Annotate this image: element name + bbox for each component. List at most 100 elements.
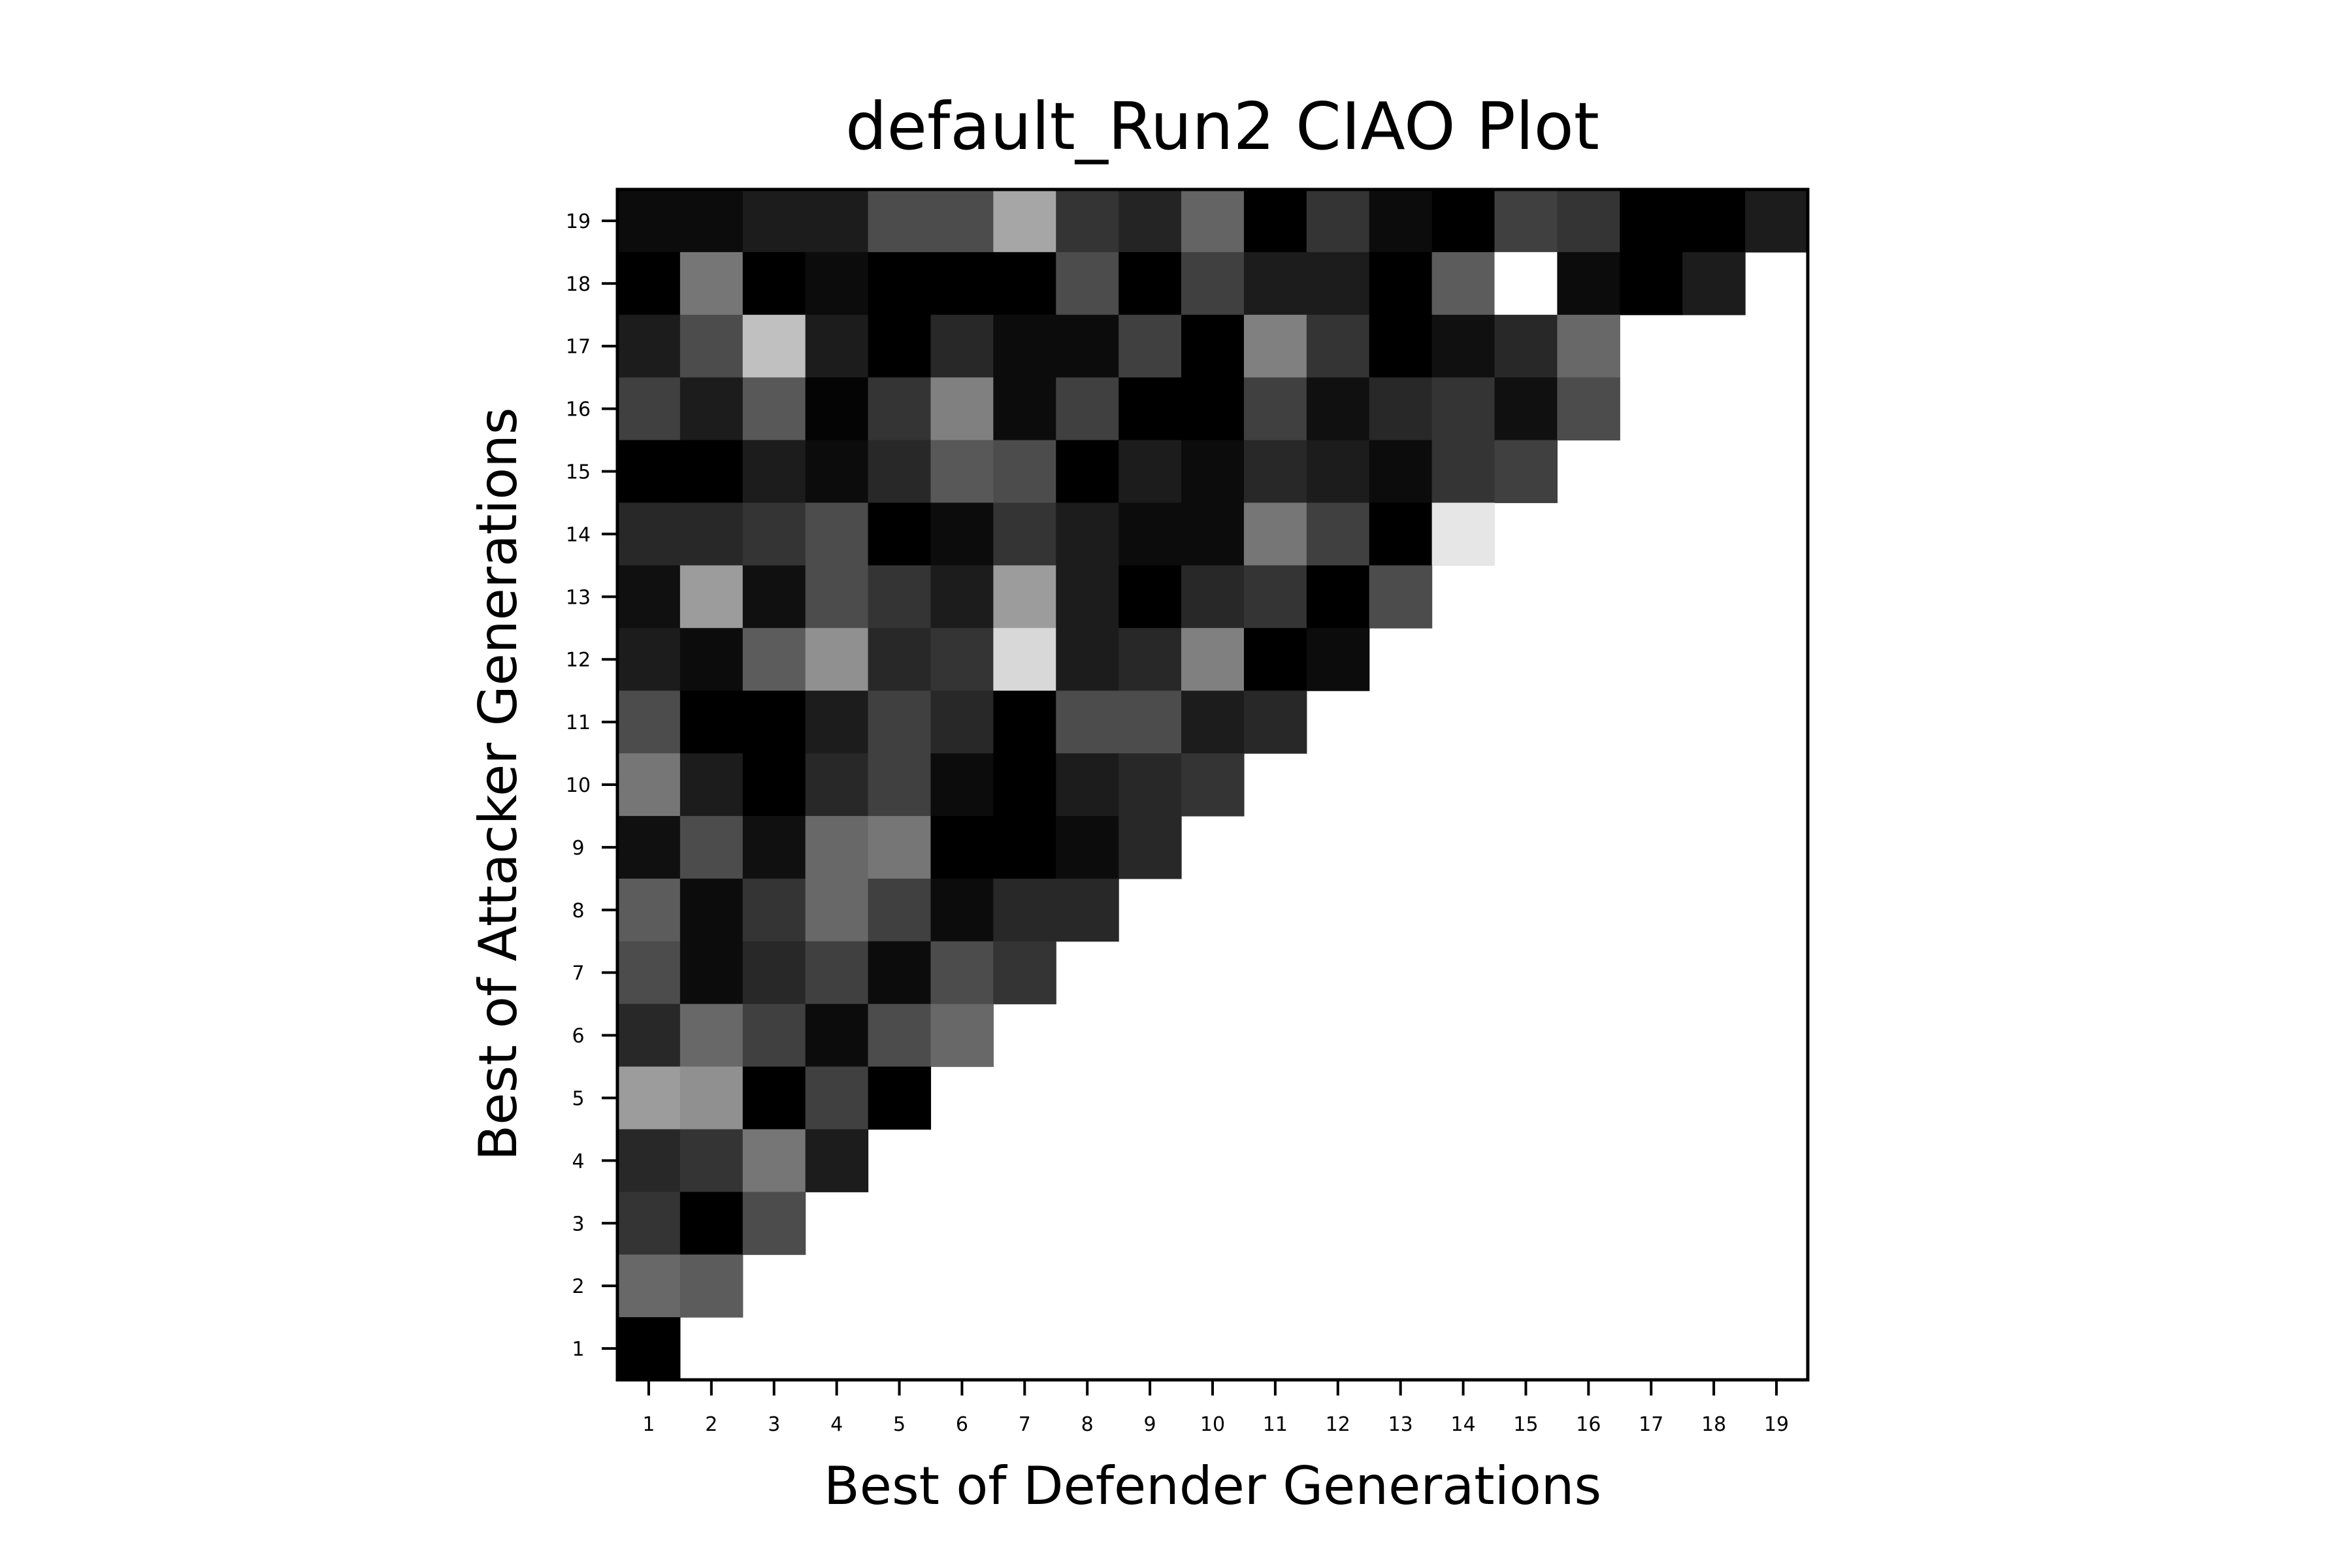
y-tick-label: 11: [566, 711, 591, 734]
heatmap-cell-a19-d6: [930, 189, 994, 253]
heatmap-cell-a5-d2: [679, 1066, 743, 1130]
heatmap-cell-a15-d1: [617, 440, 681, 504]
heatmap-cell-a15-d7: [993, 440, 1056, 504]
heatmap-cell-a13-d12: [1306, 565, 1370, 629]
heatmap-cell-a9-d7: [993, 815, 1056, 879]
heatmap-cell-a18-d16: [1557, 252, 1620, 316]
y-tick-label: 7: [572, 962, 584, 985]
heatmap-cell-a8-d7: [993, 878, 1056, 942]
heatmap-cell-a13-d2: [679, 565, 743, 629]
x-tick-label: 16: [1576, 1413, 1601, 1436]
heatmap-cell-a14-d9: [1119, 502, 1182, 566]
heatmap-cell-a11-d4: [805, 691, 869, 754]
heatmap-cell-a3-d2: [679, 1192, 743, 1255]
heatmap-cell-a15-d12: [1306, 440, 1370, 504]
heatmap-cell-a10-d10: [1181, 753, 1245, 817]
heatmap-cell-a11-d9: [1119, 691, 1182, 754]
heatmap-cell-a15-d9: [1119, 440, 1182, 504]
heatmap-cell-a19-d16: [1557, 189, 1620, 253]
heatmap-cell-a19-d9: [1119, 189, 1182, 253]
heatmap-cell-a7-d3: [742, 941, 806, 1005]
heatmap-cell-a17-d2: [679, 314, 743, 378]
heatmap-cell-a10-d3: [742, 753, 806, 817]
heatmap-cell-a17-d3: [742, 314, 806, 378]
heatmap-cell-a11-d11: [1243, 691, 1307, 754]
heatmap-cell-a17-d16: [1557, 314, 1620, 378]
heatmap-cell-a13-d1: [617, 565, 681, 629]
heatmap-cell-a15-d15: [1494, 440, 1558, 504]
y-tick-label: 2: [572, 1275, 584, 1298]
heatmap-cell-a14-d3: [742, 502, 806, 566]
heatmap-cell-a14-d11: [1243, 502, 1307, 566]
heatmap-cell-a10-d8: [1056, 753, 1119, 817]
heatmap-cell-a15-d6: [930, 440, 994, 504]
heatmap-cell-a17-d1: [617, 314, 681, 378]
heatmap-cell-a4-d4: [805, 1129, 869, 1192]
heatmap-cell-a19-d11: [1243, 189, 1307, 253]
heatmap-cell-a6-d1: [617, 1004, 681, 1068]
heatmap-cell-a12-d6: [930, 628, 994, 691]
heatmap-cell-a18-d17: [1620, 252, 1683, 316]
heatmap-cell-a10-d2: [679, 753, 743, 817]
heatmap-cell-a6-d3: [742, 1004, 806, 1068]
heatmap-cell-a19-d3: [742, 189, 806, 253]
heatmap-cell-a15-d2: [679, 440, 743, 504]
heatmap-cell-a12-d1: [617, 628, 681, 691]
heatmap-cell-a4-d3: [742, 1129, 806, 1192]
heatmap-cell-a15-d10: [1181, 440, 1245, 504]
heatmap-cell-a18-d15: [1494, 252, 1558, 316]
heatmap-cell-a13-d11: [1243, 565, 1307, 629]
chart-title: default_Run2 CIAO Plot: [845, 88, 1599, 165]
heatmap-cell-a17-d15: [1494, 314, 1558, 378]
heatmap-cell-a6-d2: [679, 1004, 743, 1068]
heatmap-cell-a3-d1: [617, 1192, 681, 1255]
heatmap-cell-a13-d10: [1181, 565, 1245, 629]
x-tick-label: 2: [705, 1413, 717, 1436]
heatmap-cell-a17-d7: [993, 314, 1056, 378]
x-tick-label: 9: [1144, 1413, 1156, 1436]
x-tick-label: 15: [1513, 1413, 1538, 1436]
x-axis-label: Best of Defender Generations: [824, 1456, 1601, 1516]
y-tick-label: 8: [572, 900, 584, 923]
heatmap-cell-a11-d1: [617, 691, 681, 754]
heatmap-cell-a11-d3: [742, 691, 806, 754]
x-tick-label: 11: [1263, 1413, 1288, 1436]
heatmap-cell-a6-d4: [805, 1004, 869, 1068]
heatmap-cell-a16-d12: [1306, 377, 1370, 441]
heatmap-cell-a13-d5: [868, 565, 932, 629]
x-tick-label: 4: [830, 1413, 843, 1436]
heatmap-cell-a8-d5: [868, 878, 932, 942]
heatmap-cell-a15-d8: [1056, 440, 1119, 504]
heatmap-cell-a18-d18: [1682, 252, 1746, 316]
y-tick-label: 19: [566, 210, 591, 233]
heatmap-cell-a19-d14: [1431, 189, 1495, 253]
heatmap-cell-a16-d2: [679, 377, 743, 441]
heatmap-cell-a16-d13: [1369, 377, 1433, 441]
heatmap-cell-a5-d3: [742, 1066, 806, 1130]
heatmap-cell-a15-d3: [742, 440, 806, 504]
heatmap-cell-a15-d4: [805, 440, 869, 504]
heatmap-cell-a19-d19: [1745, 189, 1808, 253]
heatmap-cell-a16-d15: [1494, 377, 1558, 441]
heatmap-cell-a12-d5: [868, 628, 932, 691]
heatmap-cell-a18-d2: [679, 252, 743, 316]
y-tick-label: 6: [572, 1025, 584, 1048]
heatmap-cell-a18-d5: [868, 252, 932, 316]
heatmap-cell-a16-d8: [1056, 377, 1119, 441]
heatmap-cell-a8-d3: [742, 878, 806, 942]
x-tick-label: 13: [1388, 1413, 1413, 1436]
x-tick-label: 14: [1450, 1413, 1475, 1436]
heatmap-cell-a16-d11: [1243, 377, 1307, 441]
heatmap-cell-a10-d5: [868, 753, 932, 817]
heatmap-cell-a10-d4: [805, 753, 869, 817]
heatmap-cell-a17-d10: [1181, 314, 1245, 378]
heatmap-cell-a13-d6: [930, 565, 994, 629]
heatmap-cell-a12-d10: [1181, 628, 1245, 691]
x-tick-label: 12: [1326, 1413, 1350, 1436]
heatmap-cell-a18-d14: [1431, 252, 1495, 316]
heatmap-cell-a8-d2: [679, 878, 743, 942]
heatmap-cell-a4-d2: [679, 1129, 743, 1192]
heatmap-cell-a16-d14: [1431, 377, 1495, 441]
heatmap-cell-a9-d8: [1056, 815, 1119, 879]
